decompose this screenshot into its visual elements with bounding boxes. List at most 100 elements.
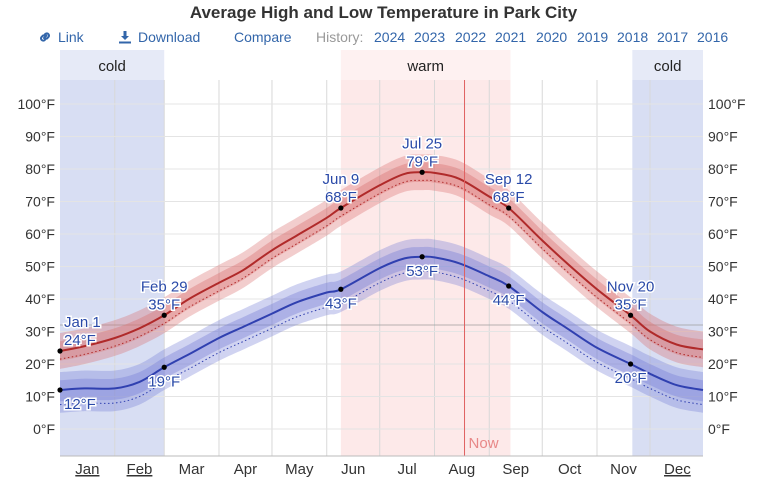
season-band-warm: [340, 80, 511, 456]
annotation-date: Sep 12: [485, 171, 533, 188]
month-label-aug: Aug: [449, 461, 476, 478]
annotation-value: 68°F: [325, 189, 357, 206]
link-label: Link: [58, 29, 84, 45]
annotation-dot: [627, 312, 634, 318]
y-tick-label-left: 100°F: [17, 96, 55, 112]
y-tick-label-right: 80°F: [708, 161, 738, 177]
compare-button[interactable]: Compare: [234, 29, 292, 45]
annotation-dot: [338, 286, 344, 292]
download-button[interactable]: Download: [118, 29, 200, 45]
history-year-2023[interactable]: 2023: [414, 29, 446, 45]
month-label-feb: Feb: [127, 461, 153, 478]
annotation-date: Nov 20: [607, 278, 655, 295]
annotation-low-60: 19°F: [147, 372, 182, 392]
annotation-dot: [161, 364, 167, 370]
history-label: History:: [316, 29, 364, 45]
annotation-date: Jul 25: [402, 135, 442, 152]
y-tick-label-right: 60°F: [708, 226, 738, 242]
y-tick-label-right: 40°F: [708, 291, 738, 307]
annotation-dot: [57, 348, 63, 354]
season-label-cold: cold: [98, 58, 126, 75]
season-header-cold: [632, 50, 703, 80]
download-label: Download: [138, 29, 201, 45]
history-year-2024[interactable]: 2024: [374, 29, 406, 45]
annotation-date: Jan 1: [64, 314, 101, 331]
high-band-inner: [60, 162, 703, 361]
annotation-value: 24°F: [64, 332, 96, 349]
download-icon: [119, 31, 131, 44]
annotation-dot: [419, 169, 425, 175]
history-year-2019[interactable]: 2019: [577, 29, 609, 45]
high-dotted-line: [59, 179, 704, 360]
y-tick-label-right: 90°F: [708, 129, 738, 145]
annotation-dot: [506, 283, 512, 289]
annotation-date: Feb 29: [141, 278, 188, 295]
history-year-2020[interactable]: 2020: [536, 29, 568, 45]
annotation-value: 12°F: [64, 396, 96, 413]
y-tick-label-right: 20°F: [708, 356, 738, 372]
history-year-2021[interactable]: 2021: [495, 29, 527, 45]
y-tick-label-left: 80°F: [25, 161, 55, 177]
link-button[interactable]: Link: [38, 29, 84, 45]
y-tick-label-left: 10°F: [25, 389, 55, 405]
annotation-low-1: 12°F: [63, 395, 98, 415]
y-tick-label-right: 30°F: [708, 324, 738, 340]
annotation-low-160: 43°F: [323, 294, 358, 314]
annotation-value: 35°F: [148, 296, 180, 313]
link-icon: [40, 32, 50, 42]
y-tick-label-left: 30°F: [25, 324, 55, 340]
annotation-dot: [627, 361, 634, 367]
month-label-nov: Nov: [610, 461, 637, 478]
season-label-warm: warm: [406, 58, 444, 75]
annotation-value: 20°F: [615, 370, 647, 387]
toolbar: Link Download Compare History: 2024 2023…: [0, 29, 767, 49]
month-label-may: May: [285, 461, 314, 478]
season-header-warm: [340, 50, 511, 80]
annotation-dot: [161, 312, 167, 318]
month-label-jun: Jun: [341, 461, 365, 478]
y-tick-label-right: 10°F: [708, 389, 738, 405]
annotation-value: 79°F: [406, 153, 438, 170]
annotation-value: 35°F: [615, 296, 647, 313]
annotation-dot: [338, 205, 344, 211]
annotation-value: 19°F: [148, 373, 180, 390]
y-tick-label-right: 50°F: [708, 259, 738, 275]
high-band-outer: [60, 154, 703, 369]
month-label-jul: Jul: [398, 461, 417, 478]
annotation-value: 68°F: [493, 189, 525, 206]
y-tick-label-left: 70°F: [25, 194, 55, 210]
month-label-jan: Jan: [75, 461, 99, 478]
history-year-2017[interactable]: 2017: [657, 29, 689, 45]
y-tick-label-left: 40°F: [25, 291, 55, 307]
history-year-2018[interactable]: 2018: [617, 29, 649, 45]
low-band-outer: [60, 238, 703, 413]
annotation-dot: [506, 205, 512, 211]
annotation-dot: [419, 254, 425, 260]
season-band-cold: [60, 80, 165, 456]
season-label-cold: cold: [654, 58, 682, 75]
month-label-apr: Apr: [234, 461, 257, 478]
annotation-value: 53°F: [406, 263, 438, 280]
y-tick-label-right: 70°F: [708, 194, 738, 210]
annotation-low-206: 53°F: [405, 261, 440, 281]
month-label-mar: Mar: [179, 461, 205, 478]
chart-title: Average High and Low Temperature in Park…: [189, 3, 578, 22]
history-year-2022[interactable]: 2022: [455, 29, 487, 45]
y-tick-label-left: 0°F: [33, 421, 55, 437]
history-year-2016[interactable]: 2016: [697, 29, 729, 45]
annotation-value: 43°F: [325, 295, 357, 312]
y-tick-label-left: 50°F: [25, 259, 55, 275]
season-header-cold: [60, 50, 165, 80]
season-band-cold: [632, 80, 703, 456]
y-tick-label-right: 100°F: [708, 96, 746, 112]
month-label-sep: Sep: [502, 461, 529, 478]
annotation-low-255: 44°F: [491, 291, 526, 311]
y-tick-label-left: 60°F: [25, 226, 55, 242]
